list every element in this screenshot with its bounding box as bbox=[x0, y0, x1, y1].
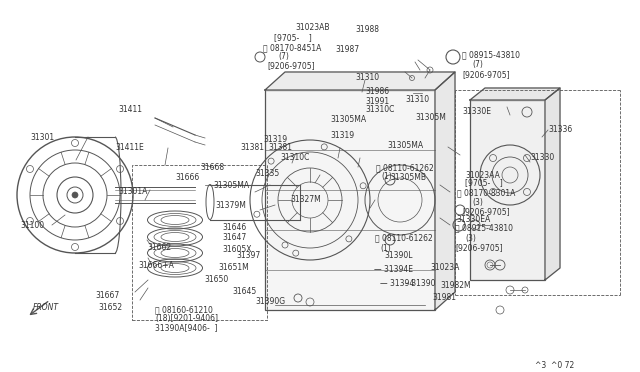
Text: (18)[9201-9406]: (18)[9201-9406] bbox=[155, 314, 218, 324]
Text: 31666+A: 31666+A bbox=[138, 262, 174, 270]
Text: Ⓑ 08170-8301A: Ⓑ 08170-8301A bbox=[457, 189, 515, 198]
Text: 31310: 31310 bbox=[405, 96, 429, 105]
Text: 31991: 31991 bbox=[365, 97, 389, 106]
Text: 31305MA: 31305MA bbox=[387, 141, 423, 150]
Text: (1): (1) bbox=[381, 173, 392, 182]
Text: 31390L: 31390L bbox=[384, 250, 413, 260]
Text: 31397: 31397 bbox=[236, 250, 260, 260]
Text: 31381: 31381 bbox=[268, 144, 292, 153]
Text: FRONT: FRONT bbox=[33, 304, 59, 312]
Text: (7): (7) bbox=[472, 61, 483, 70]
Text: [9206-9705]: [9206-9705] bbox=[455, 244, 502, 253]
Text: 31982M: 31982M bbox=[440, 280, 470, 289]
Text: 31336: 31336 bbox=[548, 125, 572, 135]
Text: (1): (1) bbox=[380, 244, 391, 253]
Text: 31981: 31981 bbox=[432, 294, 456, 302]
Text: 31310C: 31310C bbox=[280, 153, 309, 161]
Text: 31023AA: 31023AA bbox=[465, 170, 500, 180]
Text: 31305MA: 31305MA bbox=[330, 115, 366, 125]
Text: 31646: 31646 bbox=[222, 222, 246, 231]
Text: 31988: 31988 bbox=[355, 26, 379, 35]
Text: – 31390: – 31390 bbox=[405, 279, 435, 288]
Text: 31305MA: 31305MA bbox=[213, 180, 249, 189]
Circle shape bbox=[72, 192, 78, 198]
Text: 31023AB: 31023AB bbox=[295, 23, 330, 32]
Text: [9206-9705]: [9206-9705] bbox=[462, 208, 509, 217]
Text: 31411: 31411 bbox=[118, 106, 142, 115]
Text: 31645: 31645 bbox=[232, 288, 256, 296]
Text: 31666: 31666 bbox=[175, 173, 199, 183]
Bar bbox=[470, 100, 545, 280]
Text: 31319: 31319 bbox=[263, 135, 287, 144]
Text: 31319: 31319 bbox=[330, 131, 354, 140]
Text: — 31394E: — 31394E bbox=[374, 266, 413, 275]
Text: 31305MB: 31305MB bbox=[390, 173, 426, 183]
Text: 31330EA: 31330EA bbox=[456, 215, 490, 224]
Text: 31390A[9406-  ]: 31390A[9406- ] bbox=[155, 324, 218, 333]
Text: — 31394: — 31394 bbox=[380, 279, 414, 288]
Text: 31986: 31986 bbox=[365, 87, 389, 96]
Text: 31647: 31647 bbox=[222, 234, 246, 243]
Text: (3): (3) bbox=[465, 234, 476, 243]
Text: 31100: 31100 bbox=[20, 221, 44, 230]
Text: 31650: 31650 bbox=[204, 276, 228, 285]
Text: 31301: 31301 bbox=[30, 134, 54, 142]
Text: 31381: 31381 bbox=[240, 144, 264, 153]
Text: Ⓑ 08160-61210: Ⓑ 08160-61210 bbox=[155, 305, 213, 314]
Text: ^3  ^0 72: ^3 ^0 72 bbox=[535, 360, 574, 369]
Polygon shape bbox=[545, 88, 560, 280]
Text: 31310: 31310 bbox=[355, 74, 379, 83]
Text: 31668: 31668 bbox=[200, 164, 224, 173]
Text: 31310C: 31310C bbox=[365, 106, 394, 115]
Text: 31330: 31330 bbox=[530, 154, 554, 163]
Text: 31667: 31667 bbox=[95, 291, 119, 299]
Text: 31390G: 31390G bbox=[255, 298, 285, 307]
Text: 31305M: 31305M bbox=[415, 113, 446, 122]
Text: [9705-    ]: [9705- ] bbox=[465, 179, 503, 187]
Polygon shape bbox=[470, 88, 560, 100]
Text: (7): (7) bbox=[278, 52, 289, 61]
Text: Ⓑ 08110-61262: Ⓑ 08110-61262 bbox=[376, 164, 434, 173]
Text: 31652: 31652 bbox=[98, 302, 122, 311]
Text: Ⓜ 08915-43810: Ⓜ 08915-43810 bbox=[455, 224, 513, 232]
Text: 31023A: 31023A bbox=[430, 263, 460, 272]
Text: 31335: 31335 bbox=[255, 169, 279, 177]
Text: [9705-    ]: [9705- ] bbox=[274, 33, 312, 42]
Text: Ⓥ 08915-43810: Ⓥ 08915-43810 bbox=[462, 51, 520, 60]
Text: [9206-9705]: [9206-9705] bbox=[267, 61, 315, 71]
Text: 31411E: 31411E bbox=[115, 144, 144, 153]
Text: 31301A: 31301A bbox=[118, 187, 147, 196]
Text: 31327M: 31327M bbox=[290, 196, 321, 205]
Text: 31379M: 31379M bbox=[215, 201, 246, 209]
Text: Ⓑ 08170-8451A: Ⓑ 08170-8451A bbox=[263, 44, 321, 52]
Bar bbox=[265, 90, 435, 310]
Bar bbox=[132, 165, 267, 320]
Text: (3): (3) bbox=[472, 198, 483, 206]
Text: 31651M: 31651M bbox=[218, 263, 249, 273]
Text: [9206-9705]: [9206-9705] bbox=[462, 71, 509, 80]
Polygon shape bbox=[435, 72, 455, 310]
Text: Ⓑ 08110-61262: Ⓑ 08110-61262 bbox=[375, 234, 433, 243]
Text: 31662: 31662 bbox=[147, 244, 171, 253]
Polygon shape bbox=[265, 72, 455, 90]
Text: 31987: 31987 bbox=[335, 45, 359, 55]
Text: 31605X: 31605X bbox=[222, 246, 252, 254]
Text: 31330E: 31330E bbox=[462, 108, 491, 116]
